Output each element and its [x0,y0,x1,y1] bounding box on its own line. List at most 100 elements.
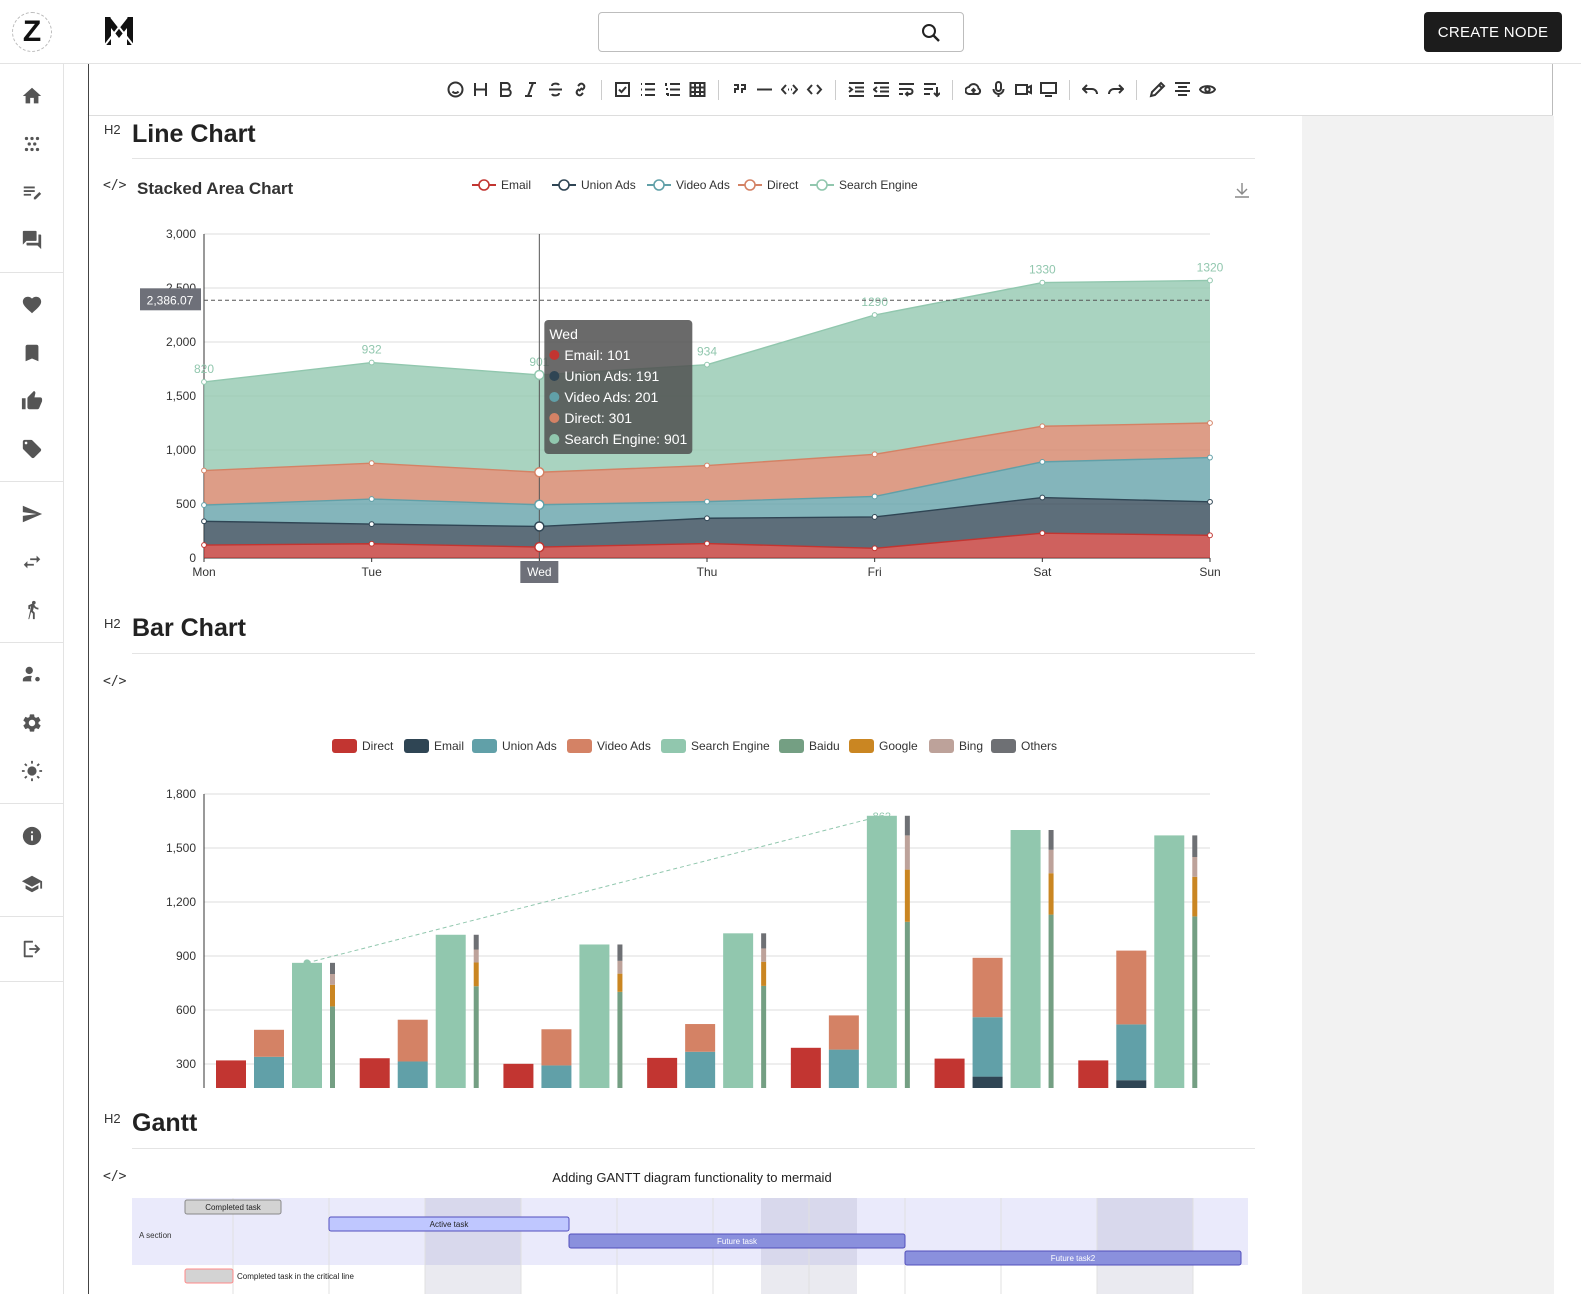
legend-item[interactable]: Video Ads [567,739,651,753]
emoji-button[interactable] [443,77,468,102]
legend-item[interactable]: Direct [332,739,394,753]
bold-button[interactable] [493,77,518,102]
x-tick-label: Fri [868,565,882,579]
checklist-button[interactable] [610,77,635,102]
legend-swatch [991,739,1016,753]
legend-item[interactable]: Email [472,178,531,192]
legend-marker [653,179,665,191]
emoji-icon [447,81,463,98]
x-tick-label: Thu [697,565,718,579]
sidebar-item-account[interactable] [0,651,64,699]
top-bar: Z CREATE NODE [0,0,1581,64]
brand-logo-icon[interactable] [102,14,136,48]
link-button[interactable] [568,77,593,102]
sidebar-item-forum[interactable] [0,216,64,264]
x-tick-label: Mon [192,565,215,579]
numbered-list-button[interactable] [660,77,685,102]
heading-button[interactable] [468,77,493,102]
redo-icon [1107,84,1124,95]
legend-item[interactable]: Search Engine [661,739,770,753]
horizontal-rule-button[interactable] [752,77,777,102]
pencil-button[interactable] [1145,77,1170,102]
bar-video-ads [541,1029,572,1066]
code-view-toggle[interactable]: </> [103,178,127,193]
outdent-button[interactable] [869,77,894,102]
bar-others [761,933,767,949]
strikethrough-button[interactable] [543,77,568,102]
sidebar-item-logout[interactable] [0,925,64,973]
bar-baidu [904,921,910,1088]
sidebar-item-learn[interactable] [0,860,64,908]
bar-direct [934,1058,965,1088]
section-heading-line-chart[interactable]: Line Chart [132,120,256,148]
align-center-button[interactable] [1170,77,1195,102]
legend-item[interactable]: Union Ads [552,178,636,192]
data-point [1039,458,1046,465]
legend-item[interactable]: Bing [929,739,983,753]
gantt-task-future[interactable] [568,1233,906,1249]
gantt-task-active[interactable] [328,1216,570,1232]
sidebar-item-home[interactable] [0,72,64,120]
sidebar-item-theme[interactable] [0,747,64,795]
gantt-task-critical[interactable] [184,1268,234,1284]
create-node-button[interactable]: CREATE NODE [1424,12,1562,52]
sidebar-item-apps[interactable] [0,120,64,168]
italic-button[interactable] [518,77,543,102]
video-button[interactable] [1011,77,1036,102]
app-logo[interactable]: Z [12,12,52,52]
search-input[interactable] [609,13,909,51]
legend-item[interactable]: Baidu [779,739,840,753]
code-view-toggle[interactable]: </> [103,674,127,689]
sidebar-item-swap[interactable] [0,538,64,586]
x-tick-label: Tue [362,565,383,579]
bar-others [473,934,479,950]
microphone-button[interactable] [986,77,1011,102]
info-icon [22,826,42,846]
legend-label: Direct [362,739,394,753]
legend-label: Direct [767,178,799,192]
indent-button[interactable] [844,77,869,102]
sidebar-item-bookmarks[interactable] [0,329,64,377]
search-icon[interactable] [921,23,941,43]
sidebar-item-tags[interactable] [0,425,64,473]
legend-marker [744,179,756,191]
bar-search-engine [579,944,610,1088]
sidebar-item-info[interactable] [0,812,64,860]
bar-direct [647,1057,678,1088]
sidebar-item-send[interactable] [0,490,64,538]
legend-swatch [929,739,954,753]
legend-item[interactable]: Google [849,739,918,753]
inline-code-button[interactable] [777,77,802,102]
eye-button[interactable] [1195,77,1220,102]
table-button[interactable] [685,77,710,102]
section-heading-gantt[interactable]: Gantt [132,1109,198,1137]
legend-item[interactable]: Search Engine [810,178,918,192]
sidebar-item-likes[interactable] [0,377,64,425]
legend-item[interactable]: Video Ads [647,178,730,192]
quote-button[interactable] [727,77,752,102]
code-block-button[interactable] [802,77,827,102]
section-heading-bar-chart[interactable]: Bar Chart [132,614,246,642]
gantt-task-completed[interactable] [184,1199,282,1215]
code-view-toggle[interactable]: </> [103,1169,127,1184]
side-panel [1302,116,1554,1294]
wrap-button[interactable] [894,77,919,102]
redo-button[interactable] [1103,77,1128,102]
download-icon[interactable] [1235,183,1249,198]
legend-item[interactable]: Direct [738,178,799,192]
legend-item[interactable]: Email [404,739,464,753]
legend-item[interactable]: Union Ads [472,739,557,753]
gantt-task-future2[interactable] [904,1250,1242,1266]
legend-marker [478,179,490,191]
crosshair-x-box [520,561,559,583]
sidebar-item-edit[interactable] [0,168,64,216]
upload-button[interactable] [961,77,986,102]
legend-item[interactable]: Others [991,739,1057,753]
monitor-button[interactable] [1036,77,1061,102]
wrap-alt-button[interactable] [919,77,944,102]
sidebar-item-favorites[interactable] [0,281,64,329]
bullet-list-button[interactable] [635,77,660,102]
undo-button[interactable] [1078,77,1103,102]
sidebar-item-activity[interactable] [0,586,64,634]
sidebar-item-settings[interactable] [0,699,64,747]
